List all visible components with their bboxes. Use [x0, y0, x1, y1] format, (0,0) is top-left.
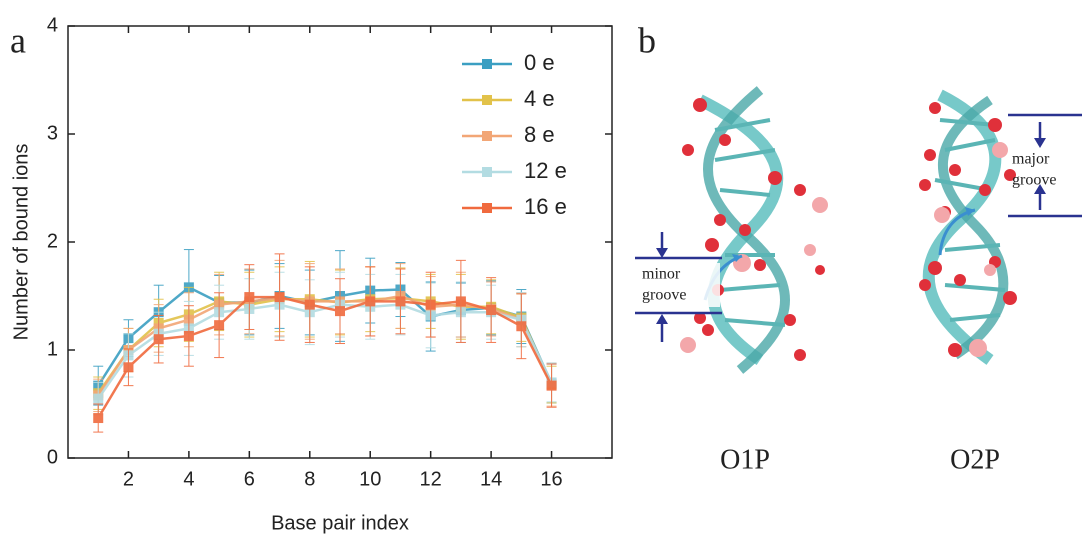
series-line [97, 295, 553, 419]
series-line [97, 294, 553, 397]
helix-left [635, 86, 828, 374]
legend-marker [482, 131, 492, 141]
point [546, 380, 557, 391]
legend-label: 4 e [524, 86, 555, 111]
caption: O1P [720, 444, 770, 475]
point [93, 413, 104, 424]
point [486, 305, 497, 316]
y-tick-label: 3 [47, 122, 58, 144]
panel-label: b [638, 20, 656, 60]
legend-label: 8 e [524, 122, 555, 147]
caption: O2P [950, 444, 1000, 475]
series [93, 253, 557, 433]
y-tick-label: 2 [47, 230, 58, 252]
x-tick-label: 14 [480, 468, 502, 490]
point [244, 292, 255, 303]
x-tick-label: 16 [540, 468, 562, 490]
series-line [97, 285, 553, 387]
y-tick-label: 0 [47, 446, 58, 468]
x-axis-label: Base pair index [271, 512, 409, 534]
annotation: groove [642, 287, 686, 304]
legend-marker [482, 203, 492, 213]
series-line [97, 303, 553, 400]
point [304, 299, 315, 310]
point [425, 299, 436, 310]
point [153, 334, 164, 345]
y-tick-label: 4 [47, 14, 58, 36]
x-tick-label: 10 [359, 468, 381, 490]
legend-marker [482, 59, 492, 69]
legend-label: 0 e [524, 50, 555, 75]
helix-right [919, 89, 1082, 365]
point [274, 292, 285, 303]
y-axis-label: Number of bound ions [10, 144, 32, 341]
legend-marker [482, 95, 492, 105]
point [214, 320, 225, 331]
x-tick-label: 8 [304, 468, 315, 490]
x-tick-label: 2 [123, 468, 134, 490]
y-tick-label: 1 [47, 338, 58, 360]
legend-label: 12 e [524, 158, 567, 183]
x-tick-label: 12 [420, 468, 442, 490]
point [335, 306, 345, 317]
point [183, 330, 194, 341]
point [365, 296, 376, 307]
annotation: major [1012, 151, 1050, 168]
point [395, 296, 406, 307]
legend-label: 16 e [524, 194, 567, 219]
point [123, 362, 134, 373]
legend-marker [482, 167, 492, 177]
panel-label: a [10, 20, 26, 60]
x-tick-label: 4 [183, 468, 194, 490]
annotation: groove [1012, 172, 1056, 189]
x-tick-label: 6 [244, 468, 255, 490]
point [516, 321, 527, 332]
annotation: minor [642, 266, 681, 283]
point [93, 393, 104, 404]
point [455, 296, 466, 307]
